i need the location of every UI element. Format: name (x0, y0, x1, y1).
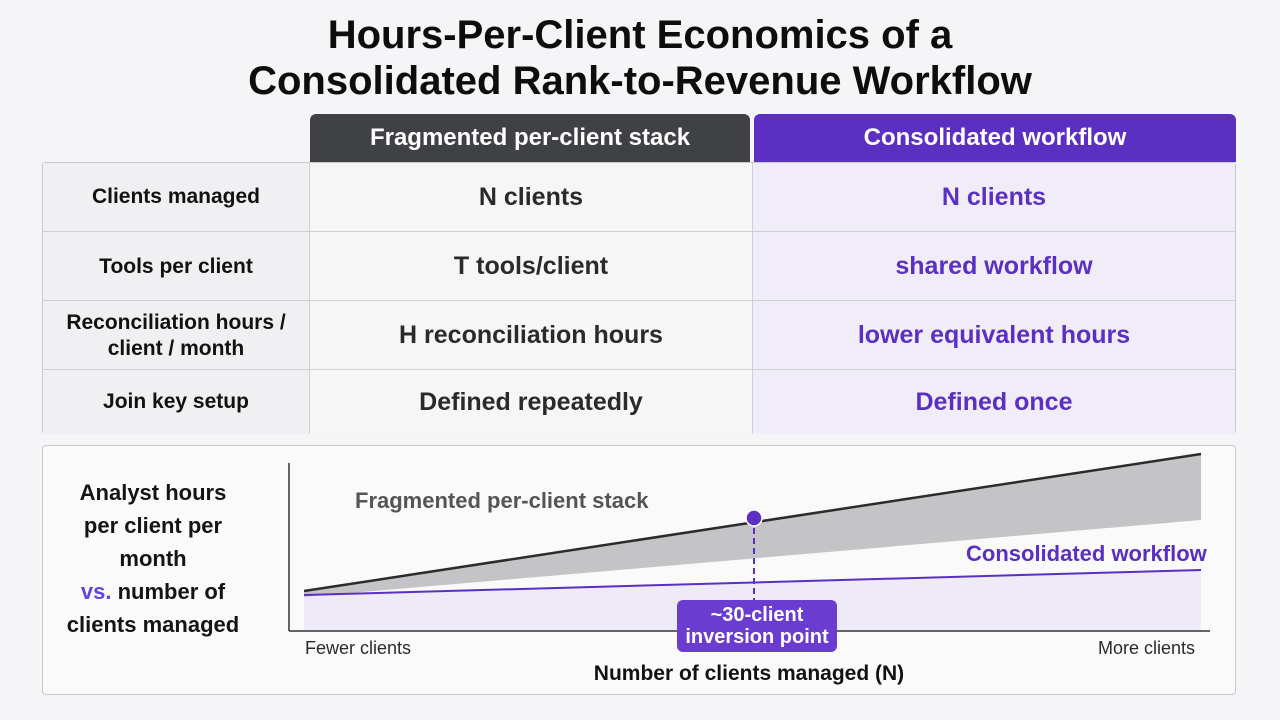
consolidated-value: Defined once (753, 370, 1235, 434)
inversion-callout: ~30-client inversion point (677, 600, 837, 652)
ylabel-line-2: per client per month (83, 513, 223, 571)
table-row: Tools per client T tools/client shared w… (43, 231, 1235, 301)
consolidated-value: shared workflow (753, 232, 1235, 301)
fragmented-value: H reconciliation hours (310, 301, 753, 370)
chart-x-label: Number of clients managed (N) (593, 662, 905, 685)
ylabel-vs: vs. (80, 579, 112, 604)
row-label-line-1: Reconciliation hours / (66, 310, 286, 334)
comparison-table: Fragmented per-client stack Consolidated… (42, 114, 1236, 434)
ylabel-line-3: vs. number of (58, 575, 248, 608)
row-label-line-2: client / month (107, 336, 245, 360)
ylabel-number-of: number of (117, 579, 226, 604)
header-consolidated: Consolidated workflow (754, 114, 1236, 162)
ylabel-line-4: clients managed (66, 612, 240, 637)
consolidated-value: N clients (753, 163, 1235, 231)
consolidated-value: lower equivalent hours (753, 301, 1235, 370)
fragmented-value: T tools/client (310, 232, 753, 301)
chart-y-label: Analyst hours per client per month vs. n… (58, 476, 248, 641)
fragmented-value: Defined repeatedly (310, 370, 753, 434)
row-label: Tools per client (43, 232, 310, 301)
table-row: Reconciliation hours / client / month H … (43, 300, 1235, 370)
table-grid: Clients managed N clients N clients Tool… (42, 162, 1236, 434)
row-label: Join key setup (43, 370, 310, 434)
table-row: Join key setup Defined repeatedly Define… (43, 369, 1235, 434)
callout-line-1: ~30-client (710, 604, 804, 626)
consolidated-line (303, 569, 1202, 596)
fragmented-series-label: Fragmented per-client stack (355, 488, 649, 513)
row-label: Clients managed (43, 163, 310, 231)
row-label: Reconciliation hours / client / month (43, 301, 310, 370)
inversion-point-marker (745, 509, 763, 527)
title-line-2: Consolidated Rank-to-Revenue Workflow (248, 59, 1032, 103)
fragmented-value: N clients (310, 163, 753, 231)
ylabel-line-1: Analyst hours (79, 480, 227, 505)
header-fragmented: Fragmented per-client stack (310, 114, 750, 162)
x-left-label: Fewer clients (305, 638, 412, 658)
title-line-1: Hours-Per-Client Economics of a (327, 13, 953, 57)
consolidated-series-label: Consolidated workflow (966, 541, 1207, 566)
callout-line-2: inversion point (685, 626, 829, 648)
table-row: Clients managed N clients N clients (43, 163, 1235, 231)
x-right-label: More clients (1098, 638, 1196, 658)
page-title: Hours-Per-Client Economics of a Consolid… (0, 12, 1280, 104)
